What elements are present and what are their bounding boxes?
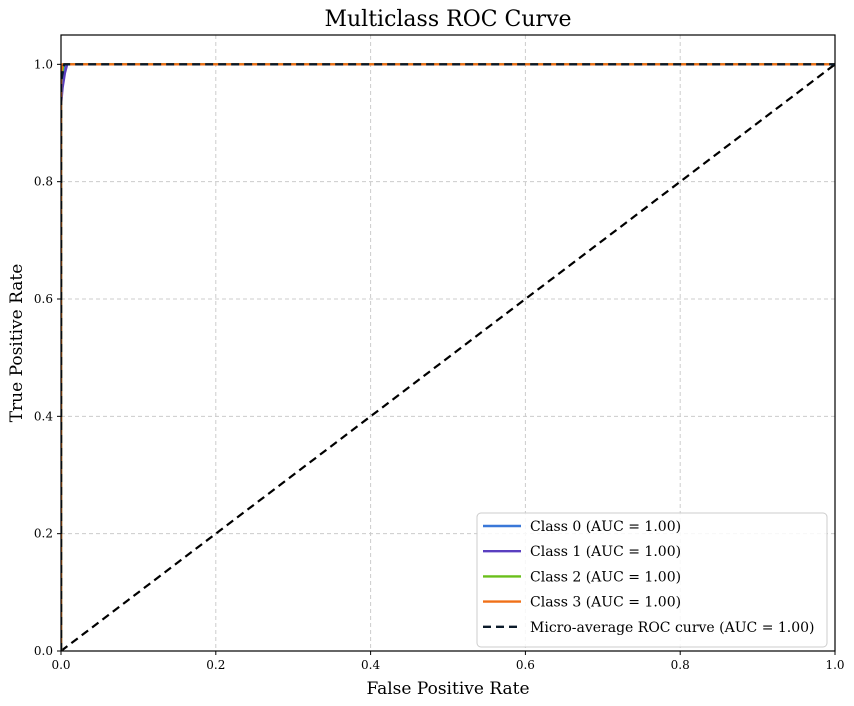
ticks: 0.0 0.2 0.4 0.6 0.8 1.0 0.0 0.2 0.4 0.6 0.8 1.0 — [34, 57, 845, 672]
x-tick-label: 0.6 — [516, 658, 535, 672]
chart-title: Multiclass ROC Curve — [324, 7, 571, 32]
x-tick-label: 0.4 — [361, 658, 380, 672]
legend-box — [476, 512, 828, 648]
series-line-3 — [61, 63, 835, 651]
y-tick-label: 0.8 — [34, 175, 53, 189]
legend-label-3: Class 3 (AUC = 1.00) — [530, 595, 681, 611]
y-tick-label: 0.4 — [34, 409, 53, 423]
legend-label-4: Micro-average ROC curve (AUC = 1.00) — [530, 620, 815, 636]
y-tick-label: 0.2 — [34, 527, 53, 541]
y-axis-label: True Positive Rate — [7, 264, 27, 423]
x-axis-label: False Positive Rate — [366, 679, 529, 699]
x-tick-label: 1.0 — [825, 658, 844, 672]
series-group — [61, 63, 835, 651]
legend-label-2: Class 2 (AUC = 1.00) — [530, 569, 681, 585]
legend-label-1: Class 1 (AUC = 1.00) — [530, 544, 681, 560]
plot-frame — [60, 34, 836, 652]
y-tick-label: 0.0 — [34, 644, 53, 658]
y-tick-label: 1.0 — [34, 57, 53, 71]
series-line-4 — [61, 63, 835, 651]
reference-line-group — [61, 63, 835, 651]
x-tick-label: 0.0 — [51, 658, 70, 672]
legend-label-0: Class 0 (AUC = 1.00) — [530, 519, 681, 535]
x-tick-label: 0.2 — [206, 658, 225, 672]
x-tick-label: 0.8 — [671, 658, 690, 672]
chance-diagonal-line — [61, 63, 835, 651]
legend: Class 0 (AUC = 1.00) Class 1 (AUC = 1.00)… — [476, 512, 828, 648]
y-tick-label: 0.6 — [34, 292, 53, 306]
